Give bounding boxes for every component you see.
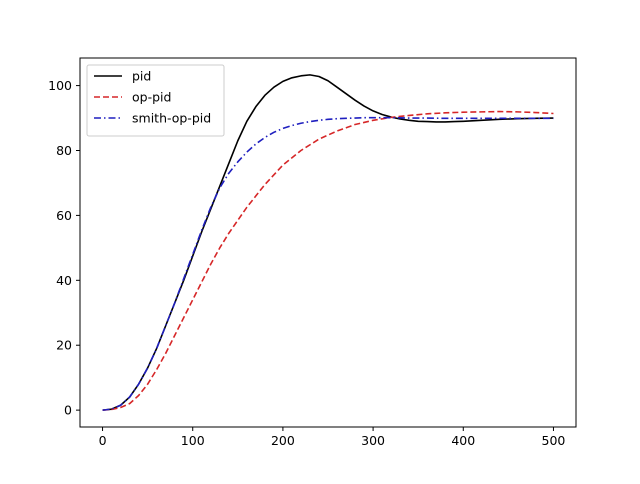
legend-box: [86, 64, 225, 137]
series-line-op-pid: [102, 110, 554, 411]
y-tick-label: 100: [48, 78, 72, 93]
series-line-smith-op-pid: [102, 116, 554, 411]
plot-frame: [79, 57, 577, 428]
legend-label-pid: pid: [132, 69, 151, 84]
y-tick-label: 60: [56, 208, 72, 223]
y-tick-label: 40: [56, 273, 72, 288]
x-tick-label: 300: [361, 433, 385, 448]
legend-label-op-pid: op-pid: [132, 90, 171, 105]
y-axis: 0 20 40 60 80 100: [48, 78, 80, 418]
x-tick-label: 0: [99, 433, 107, 448]
x-axis: 0 100 200 300 400 500: [99, 427, 566, 448]
x-tick-label: 100: [181, 433, 205, 448]
y-tick-label: 20: [56, 338, 72, 353]
legend: pid op-pid smith-op-pid: [86, 64, 225, 137]
legend-label-smith-op-pid: smith-op-pid: [132, 111, 211, 126]
series-layer: [102, 74, 554, 411]
y-tick-label: 0: [64, 403, 72, 418]
y-tick-label: 80: [56, 143, 72, 158]
x-tick-label: 400: [451, 433, 475, 448]
series-line-pid: [102, 74, 554, 411]
x-tick-label: 500: [542, 433, 566, 448]
x-tick-label: 200: [271, 433, 295, 448]
